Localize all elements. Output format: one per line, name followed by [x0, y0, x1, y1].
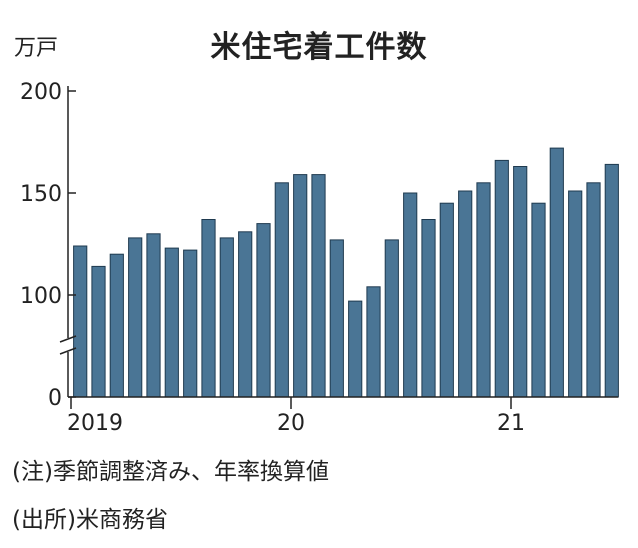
x-tick-label-21: 21: [497, 411, 525, 436]
bar-2021-02: [531, 202, 546, 398]
bar-2019-02: [91, 265, 106, 398]
x-tick-label-20: 20: [277, 411, 305, 436]
bar-2021-01: [513, 166, 528, 398]
bar-2019-10: [238, 231, 253, 398]
bar-2019-11: [256, 223, 271, 398]
y-tick-label-150: 150: [20, 182, 62, 207]
chart-title: 米住宅着工件数: [210, 30, 428, 65]
bar-2019-07: [183, 249, 198, 398]
bar-2019-04: [128, 237, 143, 398]
x-tick-label-2019: 2019: [67, 411, 123, 436]
bar-2019-12: [274, 182, 289, 398]
bar-2019-03: [109, 253, 124, 398]
bars-group: [73, 147, 619, 398]
bar-2020-10: [458, 190, 473, 398]
bar-2020-08: [421, 219, 436, 398]
bar-2020-05: [366, 286, 381, 398]
footnote-source: (出所)米商務省: [12, 507, 168, 533]
bar-2020-04: [348, 300, 363, 398]
bar-2020-12: [494, 159, 509, 398]
bar-2021-03: [549, 147, 564, 398]
bar-2021-06: [604, 163, 619, 398]
bar-2019-08: [201, 219, 216, 398]
bar-2021-05: [586, 182, 601, 398]
y-tick-label-0: 0: [48, 386, 62, 411]
bar-2019-06: [164, 247, 179, 398]
bar-2020-01: [293, 174, 308, 398]
bar-2020-02: [311, 174, 326, 398]
bar-2020-11: [476, 182, 491, 398]
bar-2020-06: [384, 239, 399, 398]
y-axis-break-mark: [59, 335, 77, 355]
bar-2020-07: [403, 192, 418, 398]
y-tick-label-200: 200: [20, 80, 62, 105]
y-tick-label-100: 100: [20, 284, 62, 309]
bar-2020-03: [329, 239, 344, 398]
footnote-note: (注)季節調整済み、年率換算値: [12, 459, 329, 485]
bar-2020-09: [439, 202, 454, 398]
y-axis-unit: 万戸: [14, 36, 59, 61]
bar-2021-04: [568, 190, 583, 398]
bar-2019-05: [146, 233, 161, 398]
axes-group: 0 100 150 200 2019 20 21: [20, 80, 618, 436]
bar-2019-09: [219, 237, 234, 398]
bar-2019-01: [73, 245, 88, 398]
